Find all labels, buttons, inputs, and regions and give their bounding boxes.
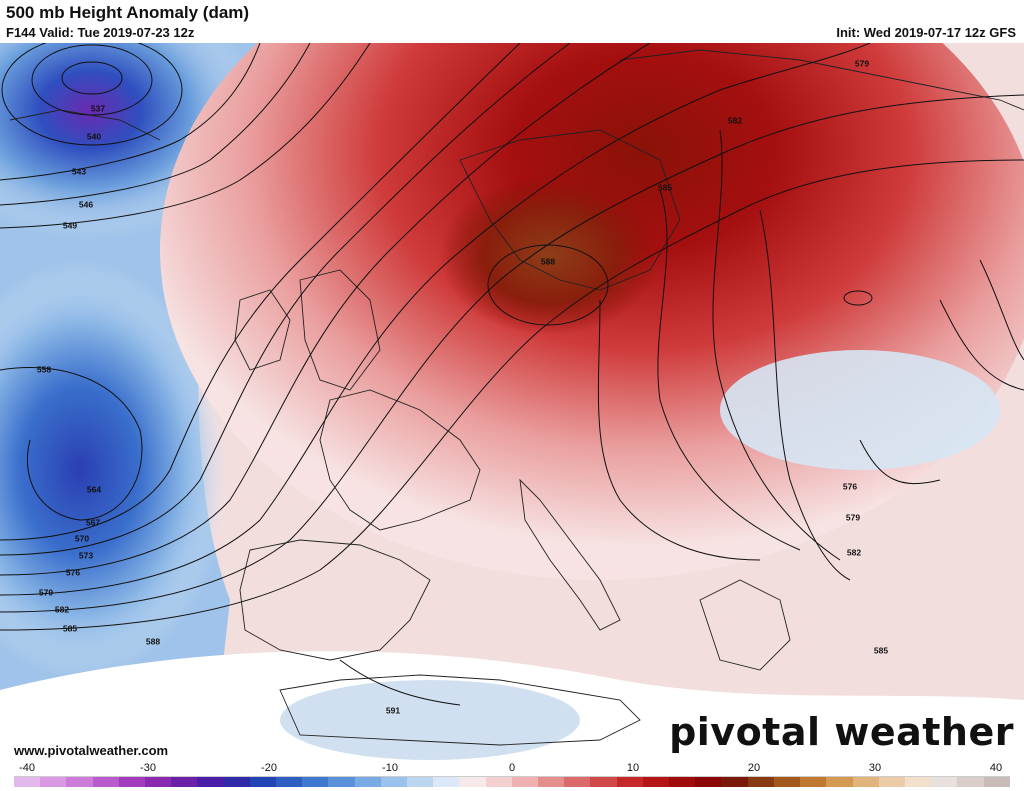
colorbar-swatch bbox=[223, 777, 250, 787]
colorbar-swatch bbox=[171, 777, 198, 787]
colorbar-tick: 10 bbox=[626, 762, 640, 774]
colorbar-swatch bbox=[302, 777, 329, 787]
colorbar-tick: 20 bbox=[747, 762, 761, 774]
colorbar-tick: -30 bbox=[140, 762, 156, 774]
colorbar bbox=[14, 776, 1010, 787]
contour-label: 543 bbox=[72, 166, 86, 176]
colorbar-tick: 0 bbox=[508, 762, 516, 774]
colorbar-swatch bbox=[564, 777, 591, 787]
colorbar-swatch bbox=[773, 777, 801, 787]
colorbar-swatch bbox=[66, 777, 93, 787]
colorbar-swatch bbox=[407, 777, 434, 787]
contour-labels: 537 540 543 546 549 558 564 567 570 573 … bbox=[37, 58, 888, 715]
contour-label: 591 bbox=[386, 705, 400, 715]
contour-label: 576 bbox=[843, 481, 857, 491]
colorbar-swatch bbox=[800, 777, 827, 787]
contour-label: 540 bbox=[87, 131, 101, 141]
colorbar-swatch bbox=[878, 777, 905, 787]
contour-label: 573 bbox=[79, 550, 93, 560]
colorbar-swatch bbox=[616, 777, 643, 787]
map-title: 500 mb Height Anomaly (dam) bbox=[6, 3, 250, 22]
valid-time: F144 Valid: Tue 2019-07-23 12z bbox=[6, 25, 195, 40]
colorbar-tick: -20 bbox=[261, 762, 277, 774]
contour-label: 588 bbox=[146, 636, 160, 646]
colorbar-swatch bbox=[145, 777, 172, 787]
colorbar-tick: 40 bbox=[989, 762, 1003, 774]
colorbar-swatch bbox=[826, 777, 853, 787]
colorbar-swatch bbox=[459, 777, 486, 787]
colorbar-swatch bbox=[92, 777, 119, 787]
colorbar-swatch bbox=[380, 777, 408, 787]
colorbar-swatch bbox=[904, 777, 932, 787]
colorbar-swatch bbox=[433, 777, 460, 787]
colorbar-swatch bbox=[721, 777, 748, 787]
init-time: Init: Wed 2019-07-17 12z GFS bbox=[836, 25, 1016, 40]
colorbar-swatch bbox=[118, 777, 146, 787]
contour-label: 579 bbox=[855, 58, 869, 68]
colorbar-tick: -10 bbox=[382, 762, 398, 774]
contour-label: 567 bbox=[86, 517, 100, 527]
contour-label: 546 bbox=[79, 199, 93, 209]
colorbar-swatch bbox=[485, 777, 512, 787]
anomaly-map: 537 540 543 546 549 558 564 567 570 573 … bbox=[0, 43, 1024, 765]
contour-label: 588 bbox=[541, 256, 555, 266]
colorbar-swatch bbox=[642, 777, 670, 787]
anomaly-map-svg: 537 540 543 546 549 558 564 567 570 573 … bbox=[0, 43, 1024, 765]
contour-label: 579 bbox=[39, 587, 53, 597]
height-contours bbox=[0, 43, 1024, 706]
colorbar-swatch bbox=[328, 777, 355, 787]
contour-label: 537 bbox=[91, 103, 105, 113]
contour-label: 585 bbox=[658, 182, 672, 192]
contour-label: 579 bbox=[846, 512, 860, 522]
colorbar-swatch bbox=[669, 777, 696, 787]
brand-logo: pivotal weather bbox=[669, 710, 1014, 754]
colorbar-swatch bbox=[249, 777, 277, 787]
colorbar-tick: 30 bbox=[868, 762, 882, 774]
colorbar-swatch bbox=[197, 777, 224, 787]
contour-label: 549 bbox=[63, 220, 77, 230]
colorbar-swatch bbox=[852, 777, 879, 787]
colorbar-swatch bbox=[276, 777, 303, 787]
colorbar-swatch bbox=[354, 777, 381, 787]
contour-label: 576 bbox=[66, 567, 80, 577]
contour-label: 582 bbox=[847, 547, 861, 557]
colorbar-swatch bbox=[695, 777, 722, 787]
contour-label: 585 bbox=[63, 623, 77, 633]
contour-label: 582 bbox=[728, 115, 742, 125]
colorbar-swatch bbox=[538, 777, 565, 787]
colorbar-swatch bbox=[14, 777, 41, 787]
contour-label: 558 bbox=[37, 364, 51, 374]
contour-label: 585 bbox=[874, 645, 888, 655]
colorbar-swatch bbox=[747, 777, 774, 787]
colorbar-swatch bbox=[931, 777, 958, 787]
colorbar-swatch bbox=[957, 777, 984, 787]
colorbar-swatch bbox=[40, 777, 67, 787]
colorbar-tick: -40 bbox=[19, 762, 35, 774]
colorbar-swatch bbox=[983, 777, 1010, 787]
colorbar-swatch bbox=[511, 777, 539, 787]
colorbar-swatch bbox=[590, 777, 617, 787]
contour-label: 570 bbox=[75, 533, 89, 543]
source-url: www.pivotalweather.com bbox=[14, 743, 169, 758]
contour-label: 564 bbox=[87, 484, 101, 494]
contour-label: 582 bbox=[55, 604, 69, 614]
